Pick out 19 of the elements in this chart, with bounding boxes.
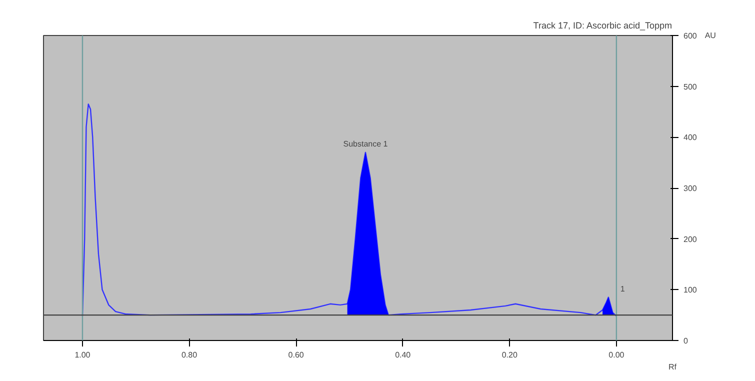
x-tick-label: 0.80 <box>181 350 198 360</box>
x-tick-label: 0.60 <box>288 350 304 360</box>
chart-title: Track 17, ID: Ascorbic acid_Toppm <box>533 20 672 30</box>
y-tick-label: 0 <box>684 336 688 346</box>
y-tick-label: 300 <box>684 184 698 193</box>
x-tick-label: 0.00 <box>608 350 625 360</box>
x-tick-label: 0.20 <box>502 350 518 360</box>
y-tick-label: 400 <box>684 133 698 142</box>
x-tick-label: 0.40 <box>395 350 412 360</box>
y-tick-label: 600 <box>684 32 698 40</box>
y-tick-label: 500 <box>684 82 698 92</box>
annotation: Substance 1 <box>343 139 388 148</box>
y-tick-label: 200 <box>684 234 698 244</box>
y-tick-label: 100 <box>684 286 698 295</box>
x-axis-title: Rf <box>668 362 678 372</box>
x-tick-label: 1.00 <box>74 350 91 360</box>
annotation: 1 <box>620 284 626 294</box>
line-series <box>82 104 618 317</box>
y-axis-title: AU <box>704 31 716 40</box>
